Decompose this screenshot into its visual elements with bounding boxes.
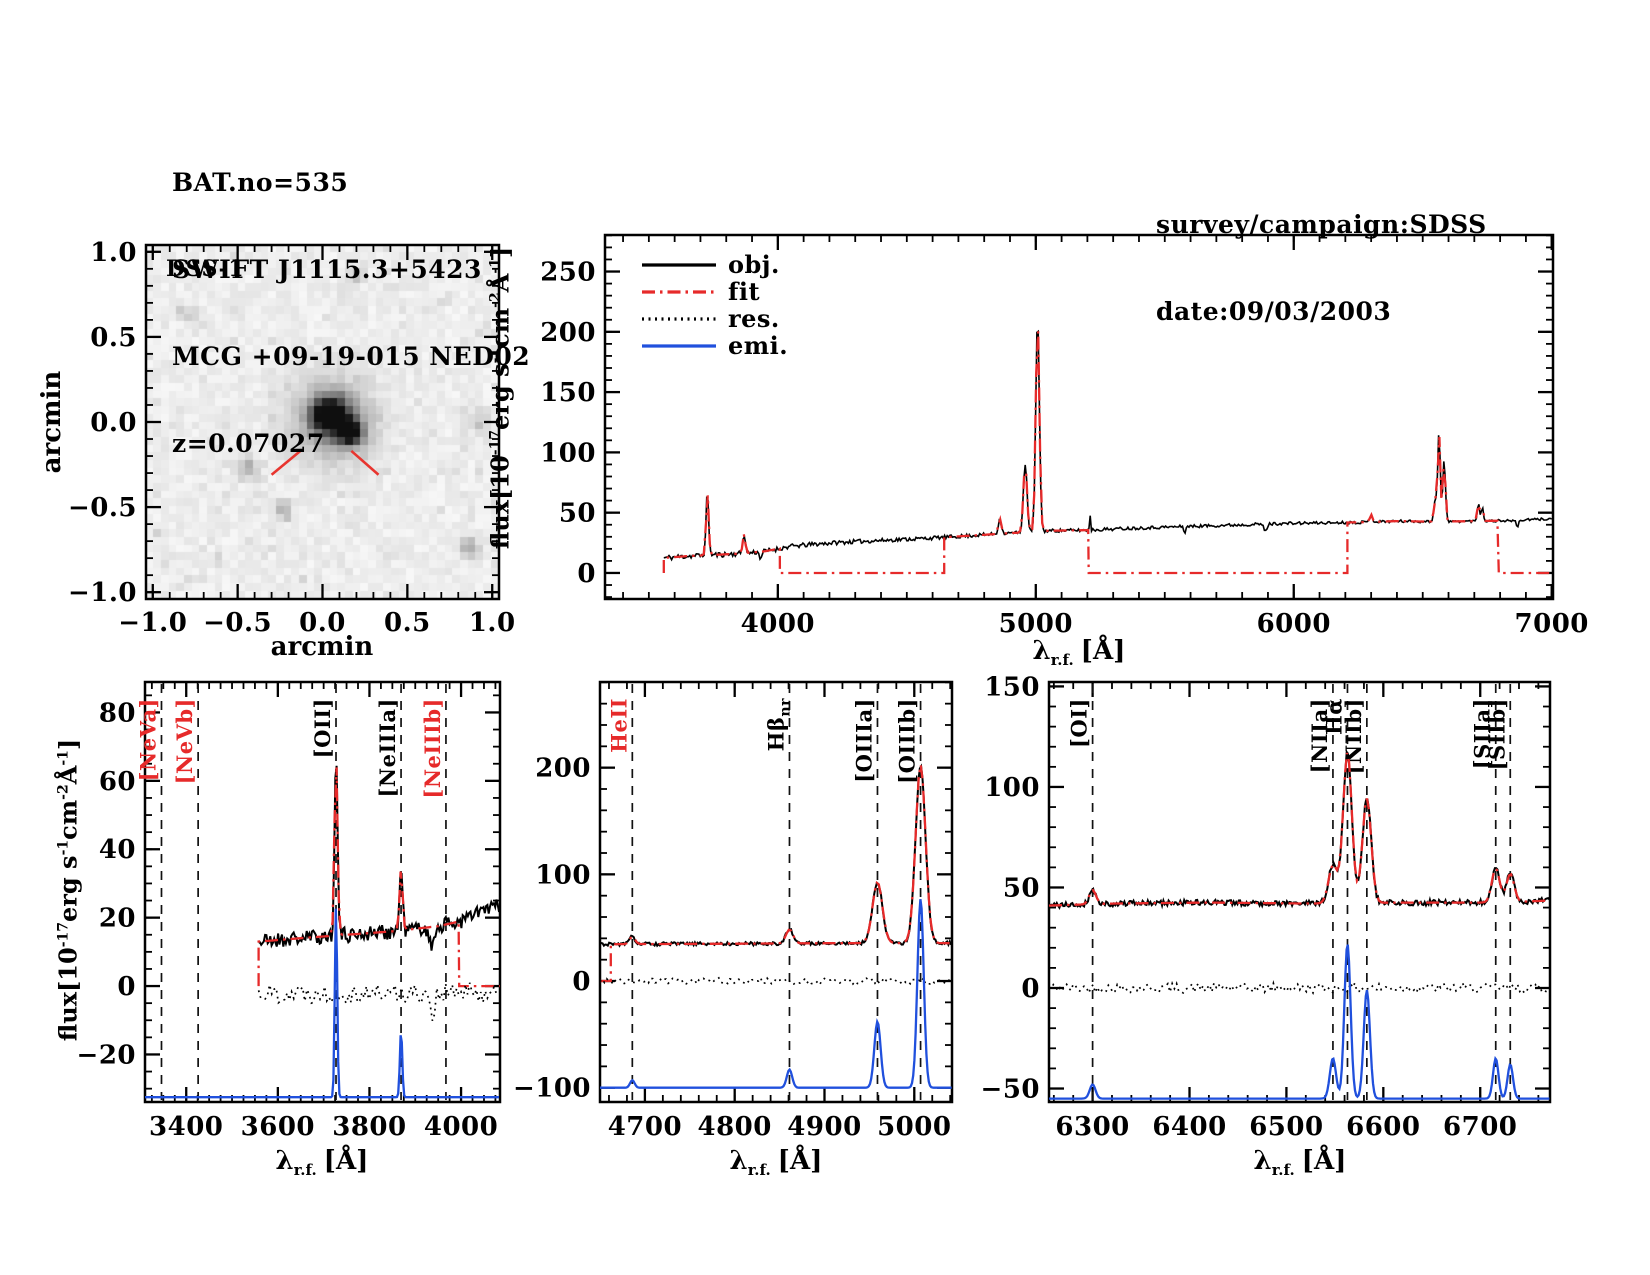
tick-label: 80 xyxy=(99,698,136,728)
tick-label: 0.0 xyxy=(90,408,137,438)
fit-series xyxy=(1048,752,1550,907)
fit-series xyxy=(257,767,500,988)
tick-label: 1.0 xyxy=(90,238,137,268)
tick-label: −100 xyxy=(513,1074,591,1104)
tick-label: 50 xyxy=(559,499,596,529)
tick-label: 3400 xyxy=(149,1112,223,1142)
tick-label: 6400 xyxy=(1152,1112,1226,1142)
line-label: [OIIIa] xyxy=(851,698,876,783)
tick-label: 0 xyxy=(1021,974,1040,1004)
tick-label: 3800 xyxy=(332,1112,406,1142)
wavelength-axis-label-oii: λr.f. [Å] xyxy=(275,1146,369,1180)
line-label: [NeIIIb] xyxy=(420,698,445,799)
tick-label: 4700 xyxy=(608,1112,682,1142)
legend-label: obj. xyxy=(728,250,780,279)
obj-series xyxy=(599,763,952,948)
tick-label: 5000 xyxy=(999,609,1073,639)
line-label: [NeVa] xyxy=(135,698,160,781)
tick-label: 4900 xyxy=(787,1112,861,1142)
tick-label: 6300 xyxy=(1055,1112,1129,1142)
swift-name: SWIFT J1115.3+5423 xyxy=(172,255,482,284)
emi-series xyxy=(1049,944,1550,1100)
tick-label: −0.5 xyxy=(68,493,137,523)
tick-label: −1.0 xyxy=(68,578,137,608)
legend-label: res. xyxy=(728,304,780,333)
tick-label: 250 xyxy=(540,258,596,288)
line-label: Hβnr xyxy=(763,698,793,751)
line-label: HeII xyxy=(606,698,631,753)
plot-frame xyxy=(1047,680,1552,1104)
tick-label: −50 xyxy=(981,1075,1040,1105)
emi-series xyxy=(145,908,499,1099)
legend-label: emi. xyxy=(728,331,788,360)
line-label: [OII] xyxy=(310,698,335,758)
line-label: Hα xyxy=(1321,698,1346,735)
line-label: [OIIIb] xyxy=(895,698,920,784)
arcmin-y-axis-label: arcmin xyxy=(37,370,67,474)
survey-info: survey/campaign:SDSS date:09/03/2003 xyxy=(1156,152,1487,384)
tick-label: −20 xyxy=(77,1040,136,1070)
tick-label: 150 xyxy=(984,672,1040,702)
target-header: BAT.no=535 SWIFT J1115.3+5423 MCG +09-19… xyxy=(172,110,530,516)
line-label: [NIIb] xyxy=(1341,698,1366,774)
tick-label: 6500 xyxy=(1249,1112,1323,1142)
tick-label: 100 xyxy=(535,860,591,890)
tick-label: 4800 xyxy=(698,1112,772,1142)
line-label: [SIIa] xyxy=(1470,698,1495,769)
line-label: [OI] xyxy=(1067,698,1092,748)
plot-frame xyxy=(143,680,502,1104)
tick-label: 3600 xyxy=(241,1112,315,1142)
tick-label: −0.5 xyxy=(203,608,272,638)
tick-label: 100 xyxy=(540,438,596,468)
tick-label: 0 xyxy=(572,967,591,997)
obj-series xyxy=(1048,748,1551,911)
tick-label: 1.0 xyxy=(469,608,516,638)
tick-label: 60 xyxy=(99,767,136,797)
wavelength-axis-label-full: λr.f. [Å] xyxy=(1032,636,1126,670)
tick-label: 0 xyxy=(577,559,596,589)
tick-label: 20 xyxy=(99,904,136,934)
wavelength-axis-label-hbeta: λr.f. [Å] xyxy=(729,1146,823,1180)
tick-label: 6000 xyxy=(1257,609,1331,639)
res-series xyxy=(599,975,953,986)
tick-label: 6700 xyxy=(1443,1112,1517,1142)
survey-date: date:09/03/2003 xyxy=(1156,297,1392,326)
line-label: [SIIb] xyxy=(1484,698,1509,770)
flux-axis-label-zoom: flux[10-17erg s-1cm-2Å-1] xyxy=(53,738,83,1042)
counterpart-name: MCG +09-19-015 NED02 xyxy=(172,342,531,371)
tick-label: 4000 xyxy=(424,1112,498,1142)
survey-campaign: survey/campaign:SDSS xyxy=(1156,210,1487,239)
tick-label: 5000 xyxy=(877,1112,951,1142)
tick-label: 50 xyxy=(1003,873,1040,903)
arcmin-x-axis-label: arcmin xyxy=(270,632,374,662)
tick-label: 40 xyxy=(99,835,136,865)
fit-series xyxy=(600,764,951,983)
line-label: [NIIa] xyxy=(1307,698,1332,773)
bat-number: BAT.no=535 xyxy=(172,168,349,197)
legend-label: fit xyxy=(728,277,760,306)
wavelength-axis-label-halpha: λr.f. [Å] xyxy=(1253,1146,1347,1180)
redshift: z=0.07027 xyxy=(172,429,325,458)
line-label: [NeIIIa] xyxy=(375,698,400,798)
tick-label: 200 xyxy=(540,318,596,348)
plot-frame xyxy=(598,680,954,1104)
line-label: [NeVb] xyxy=(172,698,197,784)
tick-label: 0 xyxy=(117,972,136,1002)
tick-label: 100 xyxy=(984,773,1040,803)
tick-label: 6600 xyxy=(1346,1112,1420,1142)
emi-series xyxy=(600,899,952,1089)
tick-label: 7000 xyxy=(1515,609,1589,639)
tick-label: 4000 xyxy=(741,609,815,639)
tick-label: 0.5 xyxy=(90,323,137,353)
res-series xyxy=(257,981,499,1022)
tick-label: −1.0 xyxy=(118,608,187,638)
tick-label: 0.5 xyxy=(384,608,431,638)
tick-label: 200 xyxy=(535,754,591,784)
tick-label: 150 xyxy=(540,378,596,408)
obj-series xyxy=(258,765,501,951)
flux-axis-label-full: flux[10-17erg s-1cm-2Å-1] xyxy=(485,246,515,550)
res-series xyxy=(1048,980,1549,996)
